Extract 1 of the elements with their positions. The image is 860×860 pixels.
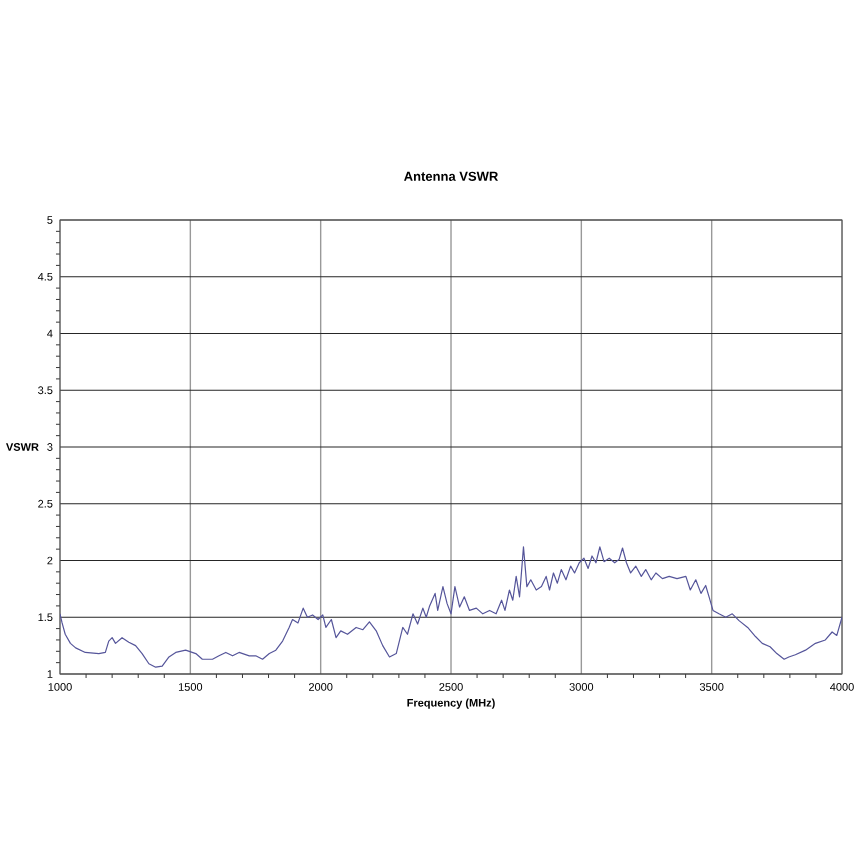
line-series [60, 546, 843, 668]
